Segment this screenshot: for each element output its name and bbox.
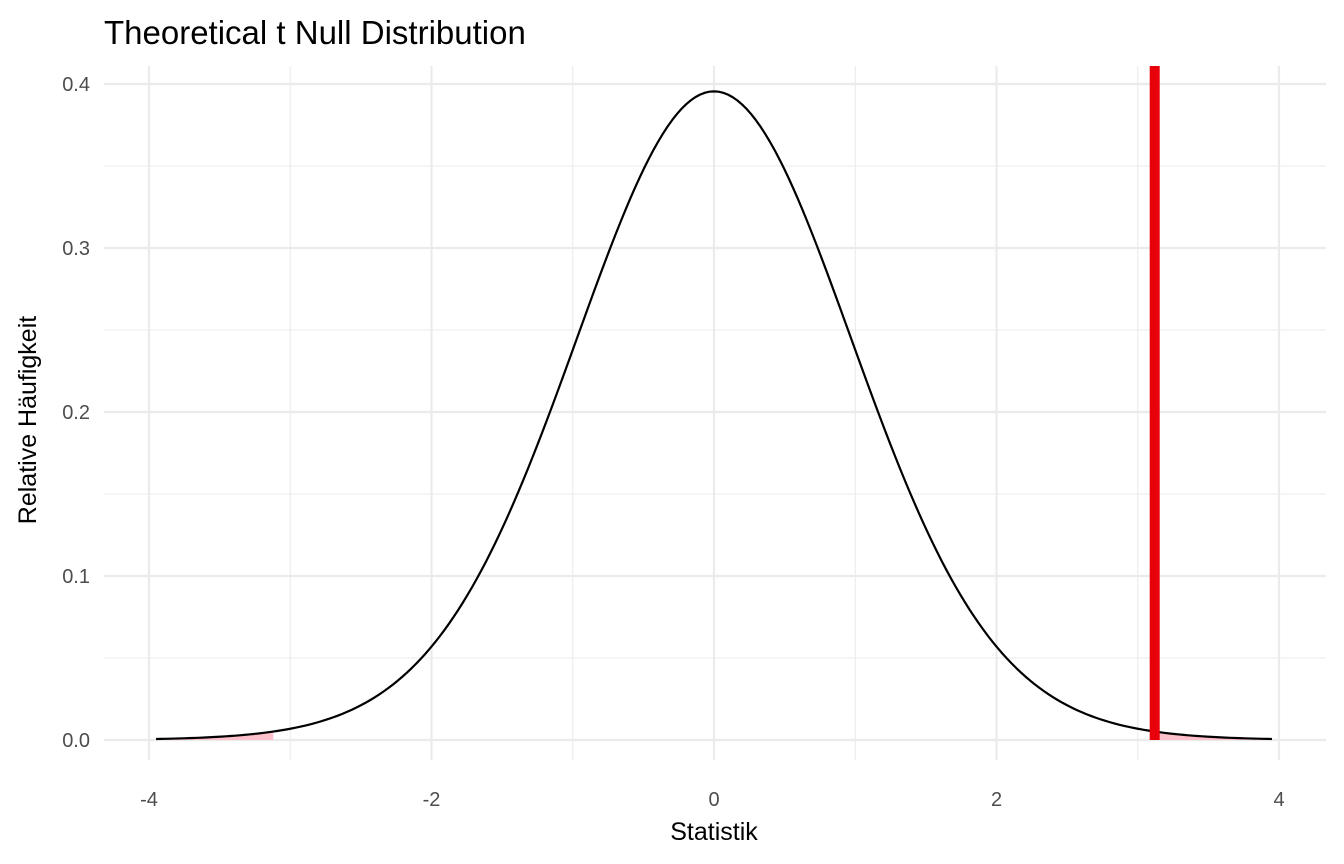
y-tick-label: 0.1 [62, 566, 90, 588]
x-tick-label: -2 [423, 789, 441, 811]
y-axis-title: Relative Häufigkeit [14, 316, 42, 524]
y-tick-label: 0.2 [62, 402, 90, 424]
x-tick-label: 0 [708, 789, 719, 811]
x-tick-label: 4 [1273, 789, 1284, 811]
x-tick-label: 2 [991, 789, 1002, 811]
x-axis-title: Statistik [670, 818, 758, 846]
y-tick-labels: 0.0 0.1 0.2 0.3 0.4 [62, 74, 90, 752]
chart-title: Theoretical t Null Distribution [104, 14, 526, 51]
y-tick-label: 0.0 [62, 730, 90, 752]
x-tick-labels: -4 -2 0 2 4 [140, 789, 1284, 811]
y-tick-label: 0.3 [62, 238, 90, 260]
y-tick-label: 0.4 [62, 74, 90, 96]
x-tick-label: -4 [140, 789, 158, 811]
grid [104, 66, 1326, 760]
